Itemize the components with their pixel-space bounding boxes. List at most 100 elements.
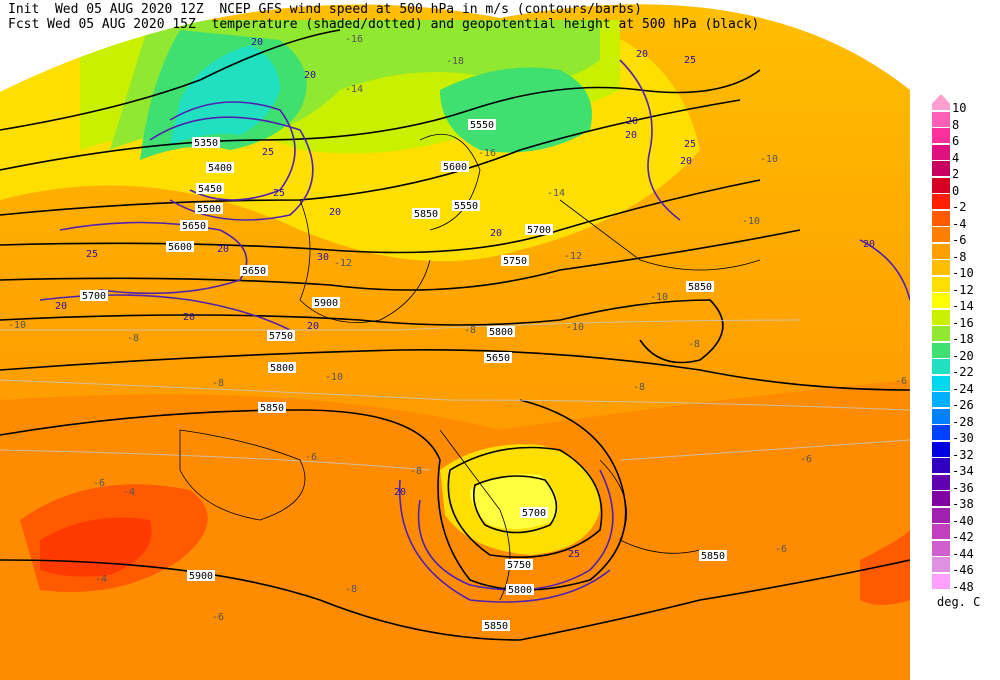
- legend-swatch: [932, 440, 950, 457]
- wind-label: 20: [304, 70, 316, 81]
- temp-label: -14: [547, 188, 565, 199]
- height-contours: [0, 29, 910, 641]
- legend-label: -34: [952, 464, 974, 478]
- wind-label: 25: [568, 549, 580, 560]
- temp-label: -6: [93, 478, 105, 489]
- temp-label: -8: [127, 333, 139, 344]
- legend-label: 10: [952, 101, 967, 115]
- temp-label: -10: [760, 154, 778, 165]
- legend-label: 2: [952, 167, 960, 181]
- legend-swatch: [932, 176, 950, 193]
- wind-label: 25: [684, 139, 696, 150]
- wind-label: 30: [317, 252, 329, 263]
- height-label: 5650: [242, 266, 266, 277]
- legend-swatch: [932, 407, 950, 424]
- legend-label: -28: [952, 414, 974, 429]
- temp-label: -10: [8, 320, 26, 331]
- legend-swatch: [932, 242, 950, 259]
- temp-label: -10: [650, 292, 668, 303]
- legend-label: -32: [952, 447, 974, 462]
- wind-label: 20: [490, 228, 502, 239]
- temp-label: -14: [345, 84, 363, 95]
- height-label: 5700: [527, 225, 551, 236]
- height-label: 5850: [260, 403, 284, 414]
- legend-label: -4: [952, 216, 967, 231]
- height-label: 5800: [489, 327, 513, 338]
- cold-region-scandinavia: [440, 67, 592, 153]
- legend-label: 6: [952, 134, 960, 148]
- height-label: 5850: [414, 209, 438, 220]
- legend-label: -40: [952, 513, 974, 528]
- legend-label: 8: [952, 117, 960, 132]
- temperature-labels: -16 -18 -14 -16 -14 -12 -10 -10 -12 -10 …: [8, 34, 907, 623]
- legend-label: 4: [952, 150, 960, 165]
- legend-swatch: [932, 308, 950, 325]
- temp-label: -6: [775, 544, 787, 555]
- height-label: 5400: [208, 163, 232, 174]
- legend-label: -22: [952, 365, 974, 379]
- height-labels: 5350 5400 5450 5500 5550 5600 5650 5700 …: [80, 119, 727, 632]
- legend-swatch: [932, 556, 950, 572]
- legend-swatch: [932, 259, 950, 275]
- wind-label: 20: [307, 321, 319, 332]
- temp-label: -6: [895, 376, 907, 387]
- legend-swatch: [932, 341, 950, 358]
- wind-label: 25: [86, 249, 98, 260]
- legend-units: deg. C: [937, 595, 981, 609]
- wind-label: 25: [273, 188, 285, 199]
- wind-label: 20: [55, 301, 67, 312]
- wind-label: 20: [183, 312, 195, 323]
- temp-label: -8: [212, 378, 224, 389]
- legend-swatch: [932, 457, 950, 473]
- temp-label: -10: [742, 216, 760, 227]
- legend-label: -38: [952, 497, 974, 511]
- height-label: 5550: [454, 201, 478, 212]
- coastlines: [179, 133, 761, 601]
- legend-swatch: [932, 325, 950, 341]
- temp-label: -4: [123, 487, 135, 498]
- legend-label: -2: [952, 200, 967, 214]
- legend-label: -10: [952, 266, 974, 280]
- legend-swatch: [932, 539, 950, 556]
- height-label: 5600: [168, 242, 192, 253]
- temp-label: -6: [305, 452, 317, 463]
- legend-swatch: [932, 572, 950, 589]
- legend-swatch: [932, 193, 950, 209]
- temp-label: -4: [95, 574, 107, 585]
- height-label: 5750: [269, 331, 293, 342]
- legend-swatch: [932, 523, 950, 539]
- legend-swatch: [932, 143, 950, 160]
- height-label: 5750: [507, 560, 531, 571]
- legend-label: -12: [952, 282, 974, 297]
- temp-label: -8: [410, 466, 422, 477]
- legend-swatch: [932, 358, 950, 374]
- height-label: 5700: [522, 508, 546, 519]
- temp-label: -16: [478, 148, 496, 159]
- legend-swatch: [932, 391, 950, 407]
- header-line-2: Fcst Wed 05 AUG 2020 15Z temperature (sh…: [8, 17, 760, 32]
- wind-label: 20: [394, 487, 406, 498]
- legend-swatch: [932, 209, 950, 226]
- legend-swatch: [932, 473, 950, 490]
- legend-label: -48: [952, 579, 974, 594]
- legend-swatch: [932, 292, 950, 308]
- wind-label: 20: [625, 130, 637, 141]
- header-line-1: Init Wed 05 AUG 2020 12Z NCEP GFS wind s…: [8, 2, 642, 17]
- wind-label: 20: [680, 156, 692, 167]
- height-label: 5600: [443, 162, 467, 173]
- legend-label: -14: [952, 299, 974, 313]
- height-label: 5850: [688, 282, 712, 293]
- temp-label: -10: [325, 372, 343, 383]
- wind-label: 20: [863, 239, 875, 250]
- height-label: 5900: [314, 298, 338, 309]
- legend-swatch: [932, 110, 950, 127]
- legend-label: -8: [952, 249, 967, 264]
- temp-label: -8: [633, 382, 645, 393]
- legend-label: -36: [952, 480, 974, 495]
- height-label: 5850: [484, 621, 508, 632]
- legend-swatch: [932, 127, 950, 143]
- height-label: 5700: [82, 291, 106, 302]
- legend-label: -42: [952, 530, 974, 544]
- legend-label: -16: [952, 315, 974, 330]
